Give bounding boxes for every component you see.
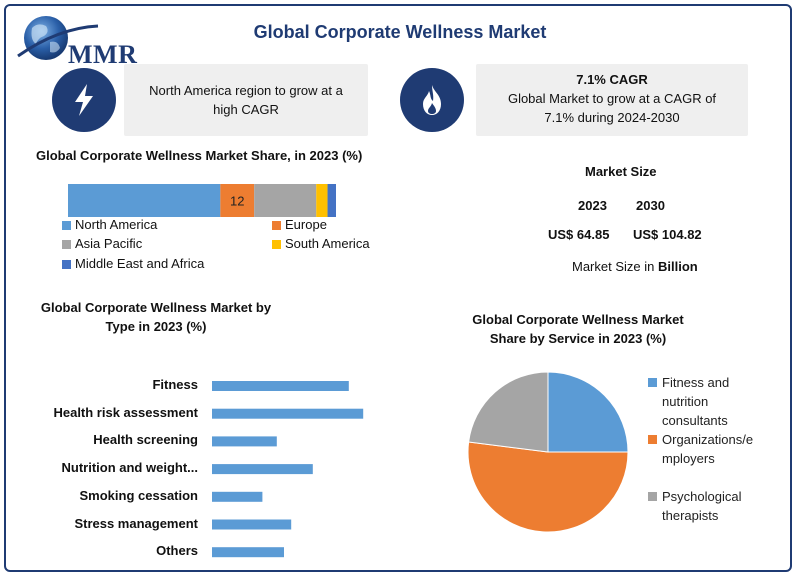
market-size-year-2: 2030 [636, 198, 665, 213]
legend-label: Organizations/e mployers [662, 430, 753, 468]
legend-swatch [272, 221, 281, 231]
type-bar-label-health-screening: Health screening [93, 432, 198, 448]
info-region-text: North America region to grow at a high C… [149, 83, 343, 117]
flame-icon [400, 68, 464, 132]
type-bar-stress-management [212, 519, 292, 530]
service-chart-title: Global Corporate Wellness Market Share b… [448, 310, 708, 348]
legend-swatch [648, 378, 657, 387]
pie-slice-organizations-e-mployers [467, 441, 629, 533]
page-frame [4, 4, 792, 572]
type-chart-title-line-1: Global Corporate Wellness Market by [40, 300, 272, 315]
legend-swatch [62, 240, 71, 250]
type-bar-label-fitness: Fitness [152, 377, 198, 392]
pie-legend-item-organizations-e-mployers: Organizations/e mployers [648, 430, 753, 468]
legend-label: Fitness and nutrition consultants [662, 373, 729, 430]
type-bar-fitness [212, 381, 349, 391]
info-box-region: North America region to grow at a high C… [124, 64, 368, 136]
market-size-year-1: 2023 [578, 198, 607, 213]
legend-label-line: mployers [662, 451, 715, 466]
cagr-text: Global Market to grow at a CAGR of 7.1% … [507, 91, 717, 125]
share-legend-item-asia-pacific: Asia Pacific [62, 236, 142, 251]
share-chart-title: Global Corporate Wellness Market Share, … [36, 148, 363, 163]
type-bar-label-smoking-cessation: Smoking cessation [79, 487, 198, 503]
market-size-note-unit: Billion [657, 259, 698, 274]
type-bar-label-nutrition-and-weight: Nutrition and weight... [61, 460, 199, 476]
lightning-icon [52, 68, 116, 132]
legend-label: Europe [285, 217, 327, 232]
mmr-globe-logo [17, 16, 99, 60]
share-bar-segment-middle-east-and-africa [327, 184, 336, 217]
info-box-cagr: 7.1% CAGR Global Market to grow at a CAG… [476, 64, 748, 136]
legend-label-line: therapists [662, 508, 719, 523]
legend-swatch [62, 260, 71, 270]
legend-swatch [62, 221, 71, 231]
share-bar-data-label: 12 [230, 194, 244, 209]
share-legend-item-europe: Europe [272, 217, 327, 232]
share-bar-segment-europe [220, 184, 255, 217]
legend-swatch [272, 240, 281, 250]
type-bar-others [212, 547, 284, 558]
type-bar-label-stress-management: Stress management [74, 515, 198, 531]
legend-label: North America [75, 217, 158, 232]
type-bar-smoking-cessation [212, 491, 263, 502]
type-bar-nutrition-and-weight [212, 464, 313, 475]
legend-swatch [648, 492, 657, 501]
market-size-note: Market Size in Billion [572, 259, 698, 274]
legend-label: Asia Pacific [75, 236, 143, 251]
legend-label: Psychological therapists [662, 487, 742, 525]
legend-label-line: nutrition [662, 394, 709, 409]
pie-legend-item-psychological-therapists: Psychological therapists [648, 487, 742, 525]
type-chart-title-line-2: Type in 2023 (%) [105, 319, 207, 334]
market-size-value-2: US$ 104.82 [633, 227, 702, 242]
legend-label-line: Psychological [662, 489, 742, 504]
type-bar-label-health-risk-assessment: Health risk assessment [53, 404, 198, 420]
market-size-note-prefix: Market Size in [572, 259, 658, 274]
type-bar-health-screening [212, 436, 277, 447]
market-size-value-1: US$ 64.85 [548, 227, 610, 242]
legend-label: South America [285, 236, 370, 251]
share-bar-segment-south-america [316, 184, 328, 217]
legend-swatch [648, 435, 657, 444]
market-size-title: Market Size [585, 164, 657, 179]
pie-slice-psychological-therapists [468, 371, 549, 453]
pie-slice-fitness-and-nutrition-consultants [547, 371, 629, 453]
share-legend-item-north-america: North America [62, 217, 157, 232]
share-bar-segment-asia-pacific [254, 184, 317, 217]
service-chart-title-line-1: Global Corporate Wellness Market [472, 312, 684, 327]
type-bar-health-risk-assessment [212, 408, 364, 419]
legend-label-line: Organizations/e [662, 432, 754, 447]
legend-label-line: consultants [662, 413, 728, 428]
type-bar-label-others: Others [156, 543, 198, 559]
share-legend-item-south-america: South America [272, 236, 370, 251]
page-title: Global Corporate Wellness Market [253, 22, 547, 42]
share-bar-segment-north-america [68, 184, 221, 217]
legend-label-line: Fitness and [662, 375, 730, 390]
cagr-heading: 7.1% CAGR [576, 72, 648, 87]
service-chart-title-line-2: Share by Service in 2023 (%) [489, 331, 667, 346]
pie-legend-item-fitness-and-nutrition-consultants: Fitness and nutrition consultants [648, 373, 729, 430]
type-chart-title: Global Corporate Wellness Market by Type… [16, 298, 296, 336]
legend-label: Middle East and Africa [75, 256, 205, 271]
share-legend-item-middle-east-and-africa: Middle East and Africa [62, 256, 204, 271]
